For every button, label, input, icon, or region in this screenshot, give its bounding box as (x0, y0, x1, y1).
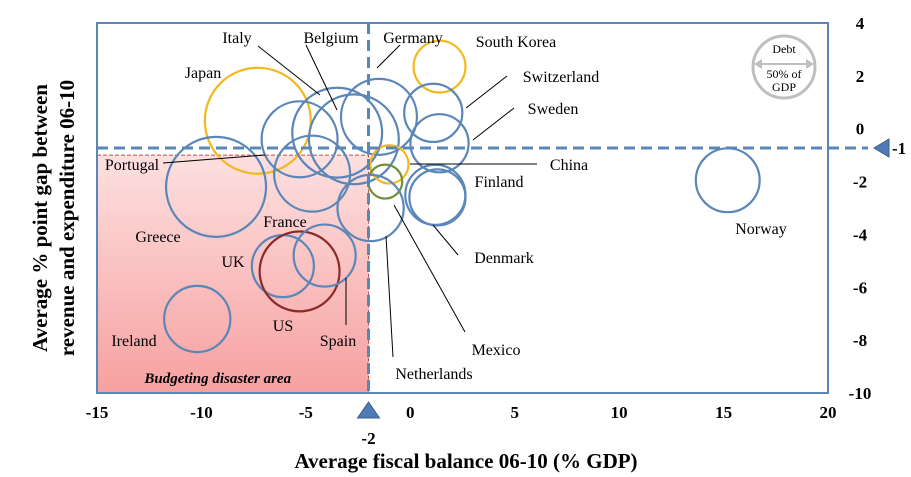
label-uk: UK (221, 254, 245, 271)
label-netherlands: Netherlands (395, 366, 472, 383)
bubble-italy (291, 86, 384, 179)
leader-line-belgium (305, 44, 338, 111)
bubble-germany (339, 77, 419, 156)
bubble-china (369, 144, 410, 185)
bubble-greece (164, 135, 268, 238)
label-belgium: Belgium (303, 30, 359, 47)
bubble-belgium (307, 93, 400, 186)
arrow-right-icon (806, 59, 814, 69)
leader-line-portugal (162, 154, 266, 164)
size-legend-unit: GDP (772, 80, 796, 94)
y-axis-title-line-1: Average % point gap between (28, 84, 52, 352)
label-spain: Spain (320, 333, 356, 350)
label-denmark: Denmark (474, 250, 534, 267)
label-switzerland: Switzerland (523, 69, 599, 86)
x-tick-label: 0 (406, 403, 415, 422)
size-legend-value: 50% of (767, 67, 802, 81)
label-portugal: Portugal (105, 157, 160, 174)
size-legend-title: Debt (772, 42, 796, 56)
label-italy: Italy (222, 30, 251, 47)
y-reference-label: -1 (892, 139, 906, 158)
label-japan: Japan (185, 65, 221, 82)
label-sweden: Sweden (528, 101, 579, 118)
x-tick-label: 5 (510, 403, 519, 422)
bubble-denmark (408, 168, 467, 227)
label-us: US (273, 318, 293, 335)
size-legend-circle (751, 34, 817, 100)
bubble-portugal (260, 100, 339, 179)
label-germany: Germany (383, 30, 443, 47)
leader-line-mexico (393, 204, 466, 333)
leader-line-italy (257, 45, 321, 96)
label-greece: Greece (135, 229, 180, 246)
x-tick-label: 20 (820, 403, 837, 422)
label-ireland: Ireland (111, 333, 156, 350)
x-tick-label: -15 (86, 403, 109, 422)
bubble-sweden (409, 113, 470, 174)
x-tick-label: 10 (611, 403, 628, 422)
leader-line-germany (376, 44, 401, 69)
leader-line-denmark (432, 224, 459, 256)
y-reference-marker-icon (873, 138, 890, 158)
bubble-ireland (163, 284, 232, 354)
plot-frame (96, 22, 829, 394)
y-tick-label: -8 (853, 331, 867, 350)
label-mexico: Mexico (472, 342, 521, 359)
y-axis-title-line-2: revenue and expenditure 06-10 (55, 80, 79, 356)
leader-line-sweden (472, 107, 515, 141)
label-norway: Norway (735, 221, 787, 238)
leader-line-switzerland (465, 75, 508, 109)
label-south-korea: South Korea (476, 34, 556, 51)
y-tick-label: -4 (853, 225, 868, 244)
y-tick-label: 4 (856, 14, 865, 33)
leader-line-netherlands (385, 235, 394, 358)
disaster-area-label: Budgeting disaster area (143, 371, 291, 387)
label-china: China (550, 157, 588, 174)
y-tick-label: 2 (856, 67, 865, 86)
x-tick-label: 15 (715, 403, 732, 422)
bubble-japan (203, 66, 312, 175)
y-tick-label: -6 (853, 278, 867, 297)
label-france: France (263, 214, 307, 231)
x-reference-label: -2 (361, 429, 375, 448)
bubble-norway (694, 147, 761, 214)
bubble-finland (404, 163, 467, 226)
bubble-us (258, 230, 341, 313)
y-tick-label: 0 (856, 120, 865, 139)
y-tick-label: -10 (849, 384, 872, 403)
bubble-france (273, 134, 352, 213)
bubble-south-korea (412, 39, 467, 94)
bubble-netherlands (336, 173, 405, 243)
y-tick-label: -2 (853, 173, 867, 192)
bubble-spain (292, 223, 357, 288)
x-tick-label: -10 (190, 403, 213, 422)
disaster-area-region (96, 154, 370, 394)
bubble-switzerland (403, 82, 464, 144)
arrow-left-icon (754, 59, 762, 69)
x-reference-marker-icon (356, 401, 381, 419)
label-finland: Finland (475, 174, 524, 191)
x-axis-title: Average fiscal balance 06-10 (% GDP) (294, 449, 637, 473)
x-tick-label: -5 (299, 403, 313, 422)
